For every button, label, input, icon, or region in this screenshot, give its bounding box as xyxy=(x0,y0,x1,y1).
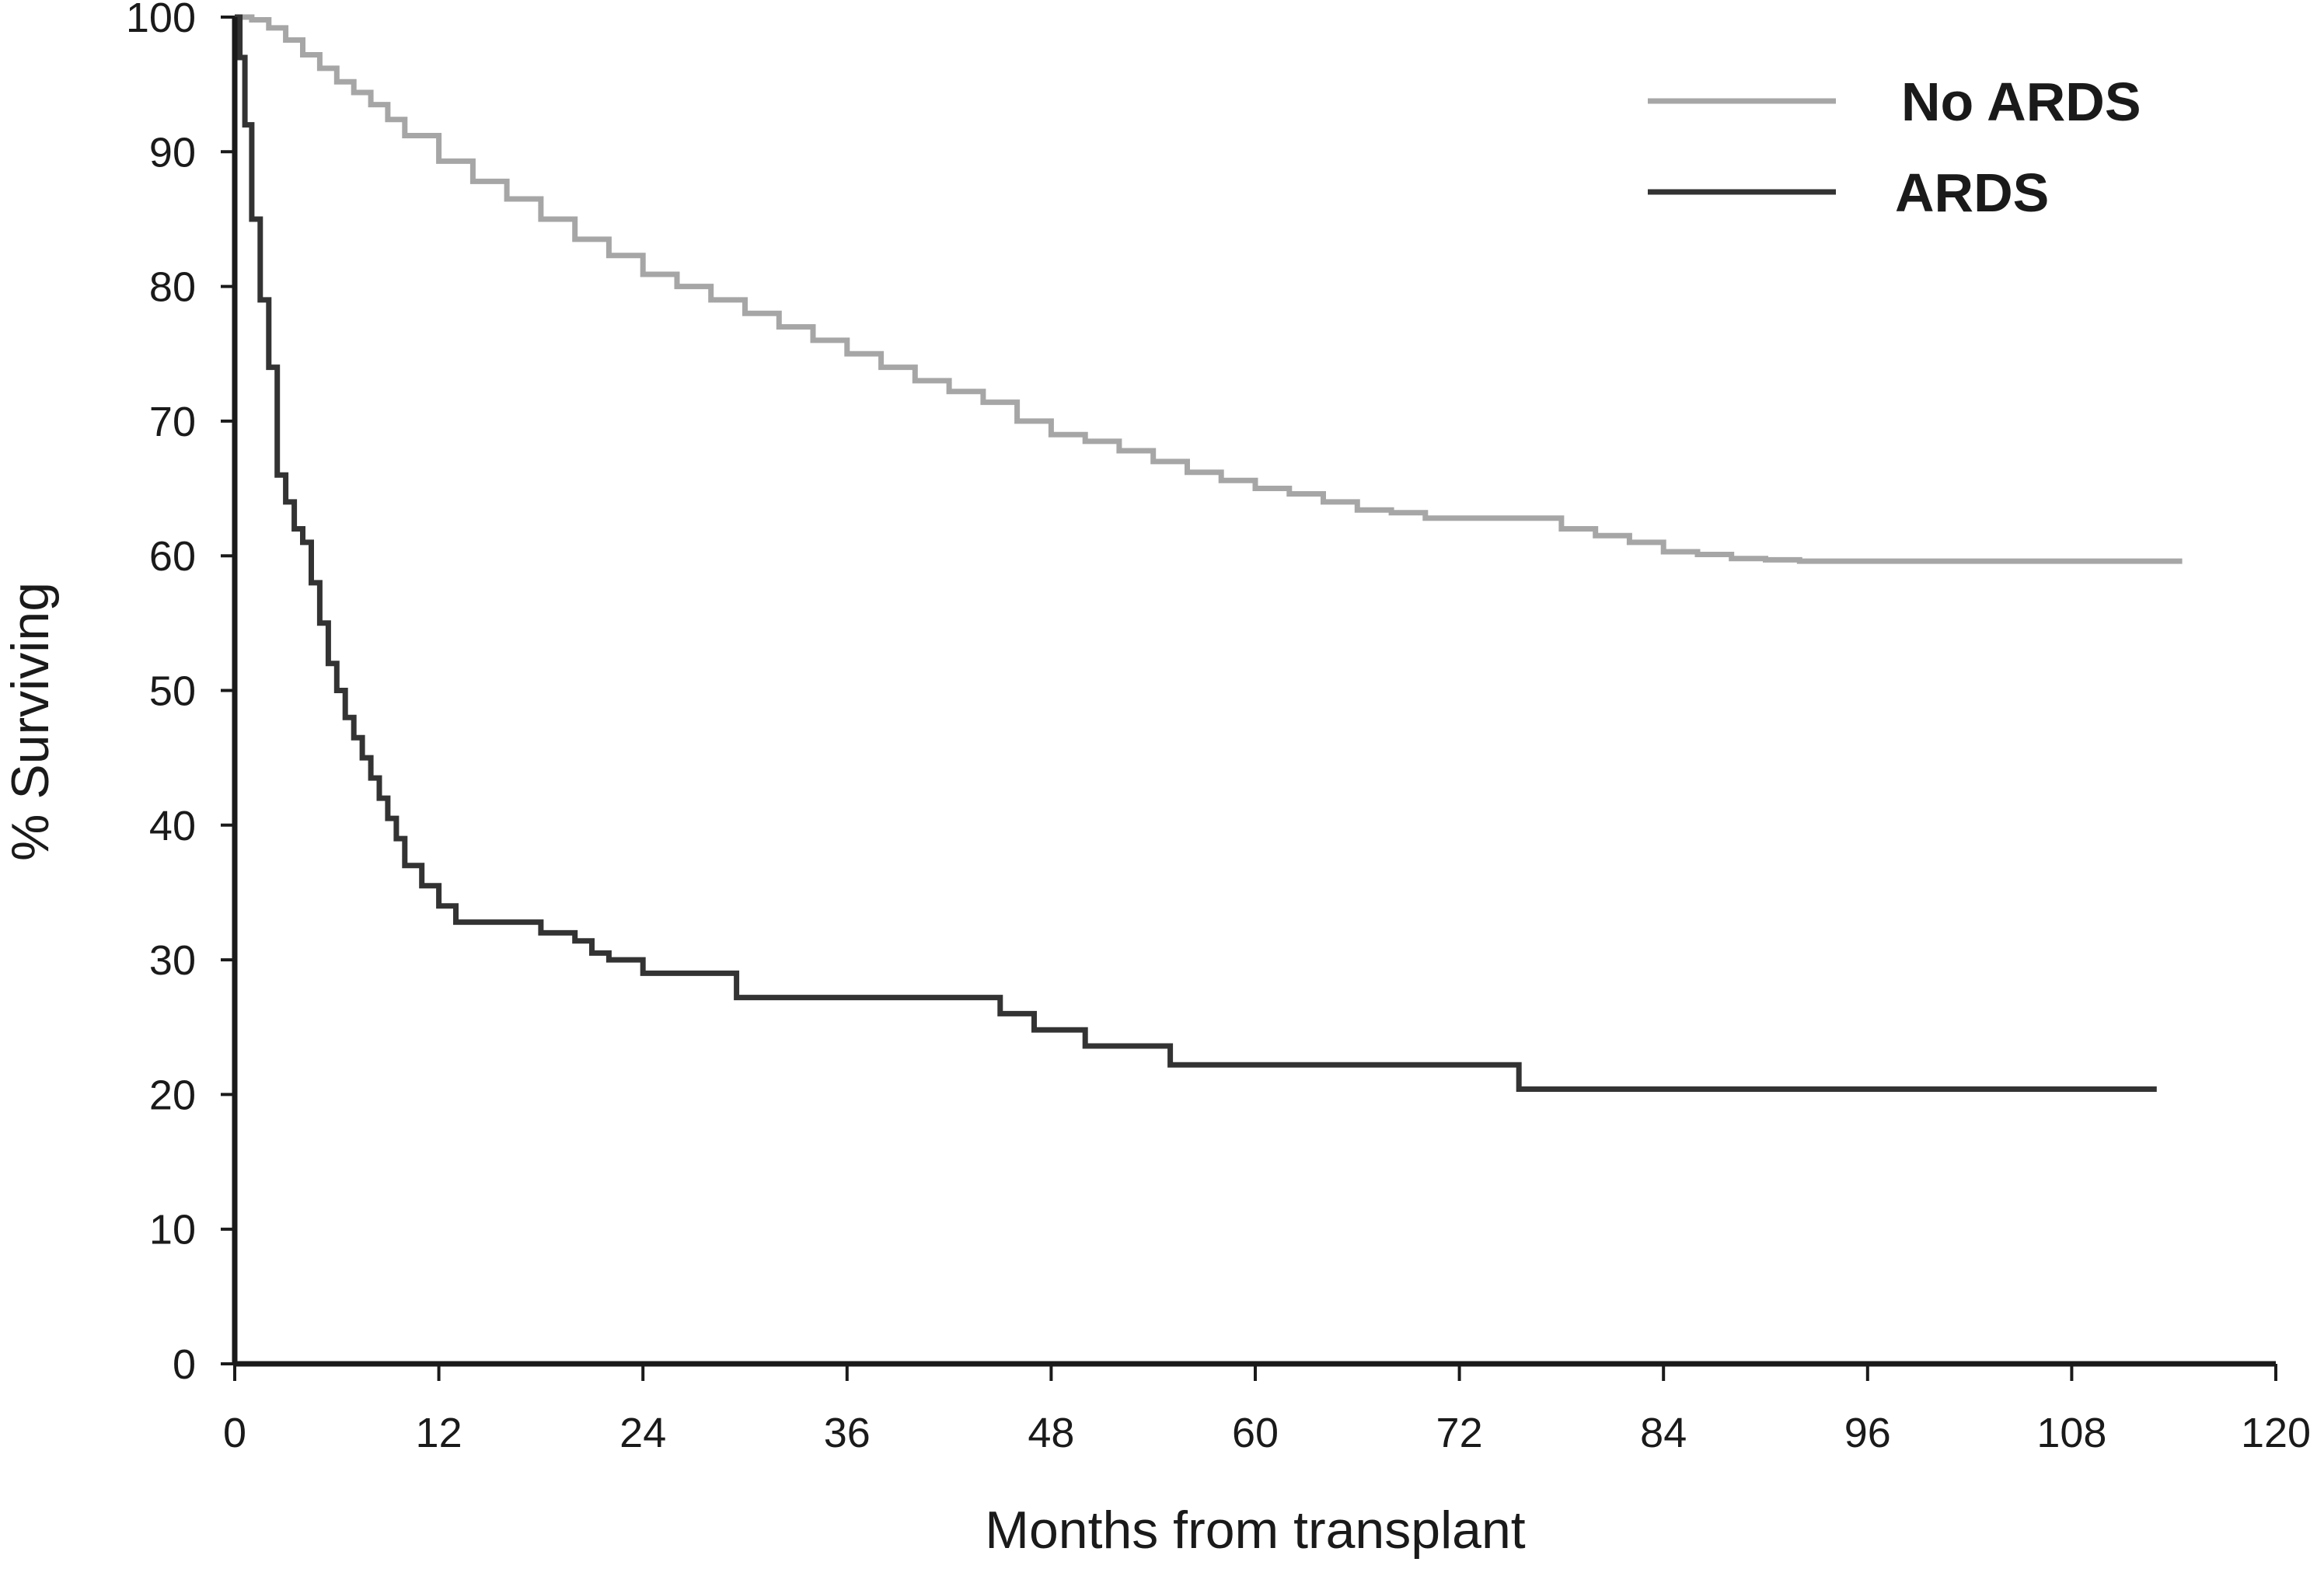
x-tick-label: 120 xyxy=(2241,1410,2311,1456)
axis-ticks xyxy=(221,16,2277,1381)
y-tick-label: 20 xyxy=(149,1072,196,1118)
x-tick-label: 12 xyxy=(416,1410,462,1456)
y-tick-label: 70 xyxy=(149,399,196,445)
y-tick-label: 50 xyxy=(149,668,196,715)
x-tick-label: 24 xyxy=(619,1410,666,1456)
x-tick-label: 60 xyxy=(1232,1410,1279,1456)
x-axis-title: Months from transplant xyxy=(985,1501,1526,1560)
x-tick-label: 72 xyxy=(1436,1410,1483,1456)
y-tick-label: 100 xyxy=(126,0,196,41)
y-tick-label: 80 xyxy=(149,264,196,311)
x-tick-label: 96 xyxy=(1844,1410,1891,1456)
x-tick-labels: 0 12 24 36 48 60 72 84 96 108 120 xyxy=(223,1410,2311,1456)
y-tick-label: 90 xyxy=(149,129,196,176)
series-line-no-ards xyxy=(235,14,2183,564)
x-tick-label: 108 xyxy=(2036,1410,2106,1456)
series-layer xyxy=(235,14,2183,1092)
x-tick-label: 36 xyxy=(824,1410,871,1456)
legend-label-no-ards: No ARDS xyxy=(1901,71,2141,132)
legend-label-ards: ARDS xyxy=(1895,162,2049,223)
series-line-ards xyxy=(235,14,2157,1092)
y-axis-title: % Surviving xyxy=(1,582,60,861)
y-tick-labels: 0 10 20 30 40 50 60 70 80 90 100 xyxy=(126,0,196,1388)
y-tick-label: 40 xyxy=(149,803,196,849)
y-tick-label: 30 xyxy=(149,937,196,984)
y-tick-label: 0 xyxy=(173,1341,196,1388)
legend: No ARDS ARDS xyxy=(1648,71,2141,223)
x-tick-label: 84 xyxy=(1640,1410,1687,1456)
x-tick-label: 0 xyxy=(223,1410,246,1456)
y-tick-label: 60 xyxy=(149,533,196,580)
x-tick-label: 48 xyxy=(1028,1410,1074,1456)
y-tick-label: 10 xyxy=(149,1207,196,1253)
